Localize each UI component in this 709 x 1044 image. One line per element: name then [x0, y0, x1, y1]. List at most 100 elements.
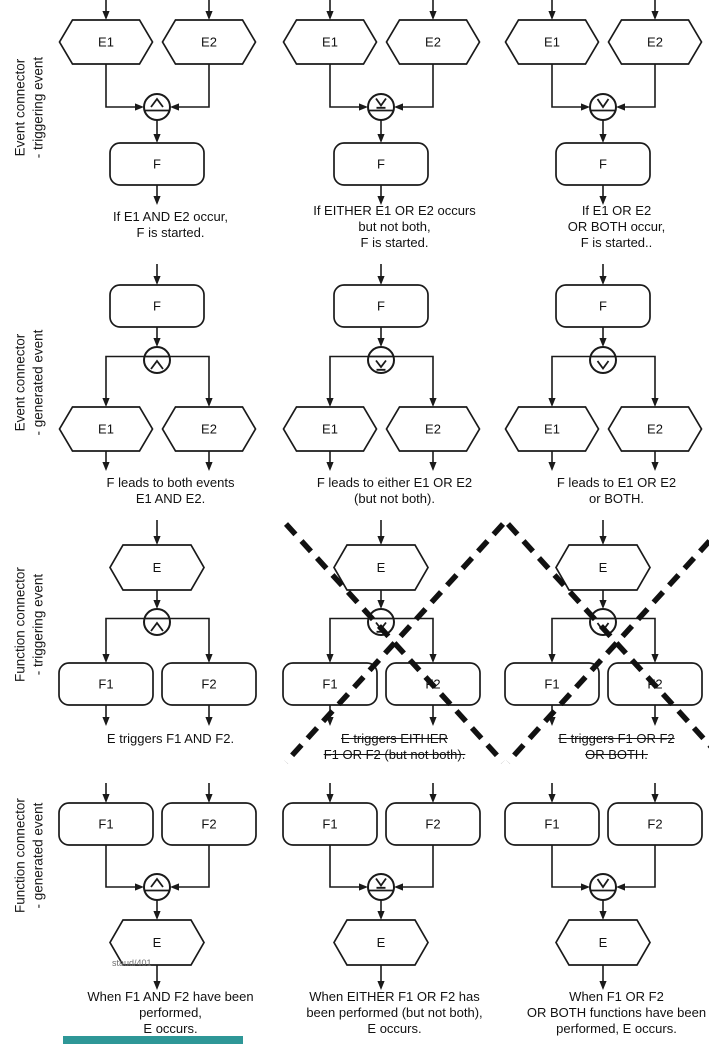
or-glyph — [596, 878, 610, 889]
flow-line — [623, 845, 656, 888]
flow-line — [615, 617, 656, 656]
arrowhead-icon — [429, 11, 437, 20]
epc-diagram: F1 F2 E — [504, 783, 703, 990]
diagram-cell: F E1 E2 F leads to either E1 OR E2 (but no… — [282, 258, 507, 518]
event-hexagon — [161, 406, 257, 452]
node-label: F2 — [647, 817, 662, 832]
flow-line — [393, 617, 434, 656]
node-label: F1 — [98, 817, 113, 832]
node-label: E2 — [647, 422, 663, 437]
epc-diagram: F1 F2 E — [58, 783, 257, 990]
epc-diagram: E F1 F2 — [282, 520, 481, 726]
node-label: F2 — [201, 677, 216, 692]
arrowhead-icon — [377, 276, 385, 285]
flow-line — [551, 355, 591, 400]
and-glyph — [150, 621, 164, 632]
arrowhead-icon — [135, 103, 144, 111]
epc-diagram: F E1 E2 — [504, 264, 703, 471]
xor-glyph — [375, 877, 387, 889]
node-label: F1 — [98, 677, 113, 692]
diagram-cell: E1 E2 F If E1 AND E2 occur, F is started. — [58, 0, 283, 258]
arrowhead-icon — [205, 11, 213, 20]
arrowhead-icon — [205, 398, 213, 407]
event-hexagon — [385, 406, 481, 452]
flow-line — [551, 64, 583, 108]
arrowhead-icon — [394, 883, 403, 891]
arrowhead-icon — [153, 981, 161, 990]
event-hexagon — [555, 919, 651, 966]
watermark-text: staud/401 — [112, 958, 152, 968]
flow-line — [329, 617, 369, 656]
node-label: F1 — [322, 817, 337, 832]
arrowhead-icon — [102, 398, 110, 407]
node-label: E — [377, 560, 386, 575]
arrowhead-icon — [102, 462, 110, 471]
diagram-cell: F1 F2 E When F1 AND F2 have been performed… — [58, 768, 283, 1044]
epc-diagram: F1 F2 E — [282, 783, 481, 990]
event-hexagon — [607, 406, 703, 452]
and-glyph — [150, 97, 164, 108]
node-label: F — [599, 299, 607, 314]
diagram-caption-struck: E triggers F1 OR F2 OR BOTH. — [558, 731, 675, 763]
node-label: E1 — [98, 35, 114, 50]
arrowhead-icon — [599, 911, 607, 920]
arrowhead-icon — [205, 794, 213, 803]
node-label: F — [377, 299, 385, 314]
and-glyph — [150, 359, 164, 370]
node-label: E2 — [201, 35, 217, 50]
node-label: F — [599, 157, 607, 172]
xor-glyph — [375, 97, 387, 109]
node-label: E1 — [98, 422, 114, 437]
arrowhead-icon — [153, 911, 161, 920]
node-label: E1 — [544, 35, 560, 50]
epc-diagram: E1 E2 F — [58, 0, 257, 205]
flow-line — [623, 64, 656, 108]
flow-line — [105, 845, 137, 888]
or-glyph — [596, 360, 610, 371]
node-label: F1 — [544, 677, 559, 692]
row-label-event-generated: Event connector - generated event — [12, 329, 45, 436]
event-hexagon — [282, 19, 378, 65]
arrowhead-icon — [599, 276, 607, 285]
arrowhead-icon — [153, 600, 161, 609]
arrowhead-icon — [616, 883, 625, 891]
and-glyph — [150, 877, 164, 888]
arrowhead-icon — [377, 536, 385, 545]
arrowhead-icon — [377, 338, 385, 347]
node-label: E1 — [322, 422, 338, 437]
arrowhead-icon — [359, 883, 368, 891]
node-label: F2 — [425, 817, 440, 832]
event-hexagon — [504, 406, 600, 452]
xor-glyph — [375, 359, 387, 371]
node-label: E — [377, 935, 386, 950]
arrowhead-icon — [548, 717, 556, 726]
diagram-cell: E F1 F2 E triggers F1 OR F2 OR BOTH. — [504, 518, 709, 768]
arrowhead-icon — [153, 196, 161, 205]
node-label: F2 — [647, 677, 662, 692]
node-label: F2 — [201, 817, 216, 832]
flow-line — [169, 617, 210, 656]
flow-line — [177, 64, 210, 108]
event-hexagon — [58, 406, 154, 452]
node-label: E2 — [425, 422, 441, 437]
arrowhead-icon — [326, 717, 334, 726]
diagram-caption: F leads to either E1 OR E2 (but not both… — [316, 475, 473, 507]
node-label: E1 — [322, 35, 338, 50]
arrowhead-icon — [651, 717, 659, 726]
arrowhead-icon — [651, 654, 659, 663]
flow-line — [615, 355, 656, 400]
arrowhead-icon — [599, 196, 607, 205]
arrowhead-icon — [599, 600, 607, 609]
epc-diagram: E1 E2 F — [504, 0, 703, 205]
event-hexagon — [109, 544, 205, 591]
diagram-cell: F1 F2 E When EITHER F1 OR F2 has been perf… — [282, 768, 507, 1044]
row-label-event-triggering: Event connector - triggering event — [12, 56, 45, 159]
node-label: E — [153, 935, 162, 950]
diagram-caption: F leads to both events E1 AND E2. — [106, 475, 235, 507]
flow-line — [401, 64, 434, 108]
event-hexagon — [161, 19, 257, 65]
event-hexagon — [504, 19, 600, 65]
flow-line — [401, 845, 434, 888]
epc-diagram: F E1 E2 — [58, 264, 257, 471]
event-hexagon — [109, 919, 205, 966]
